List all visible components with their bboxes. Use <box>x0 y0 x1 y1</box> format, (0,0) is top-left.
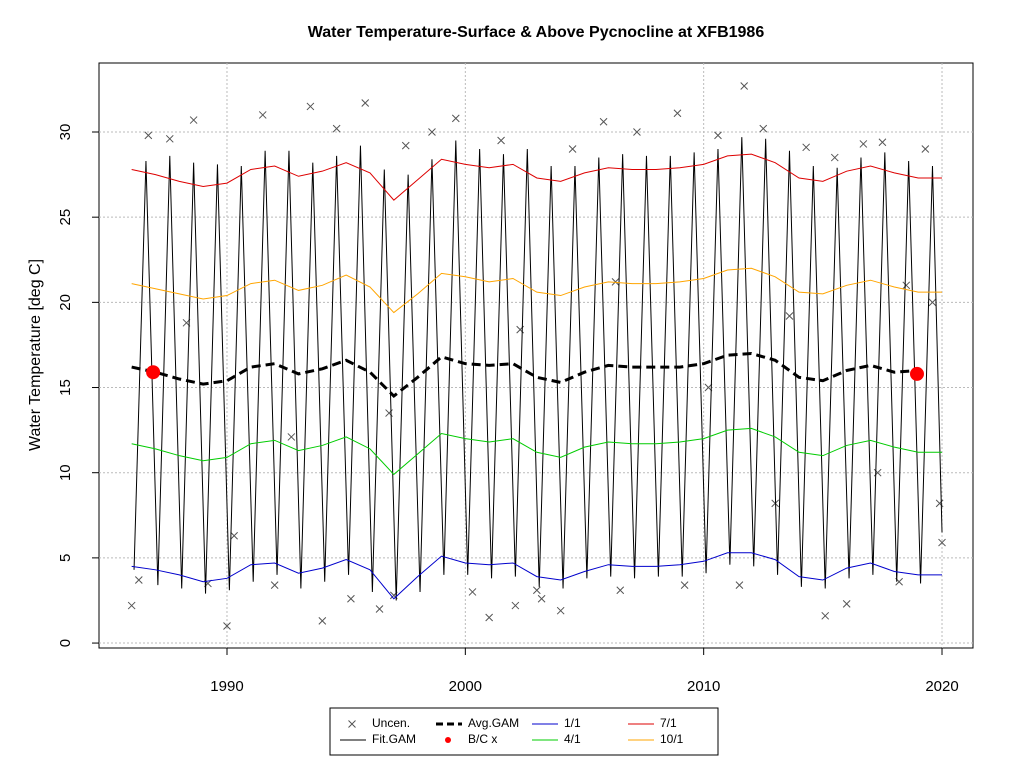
point <box>532 586 541 595</box>
point <box>740 82 749 90</box>
point <box>759 124 768 133</box>
point <box>361 99 370 107</box>
x-tick-label: 1990 <box>210 678 243 695</box>
x-tick-label: 2000 <box>449 678 482 695</box>
legend-box <box>329 707 719 756</box>
point <box>451 114 460 123</box>
point <box>902 281 911 290</box>
point <box>497 136 505 145</box>
point <box>878 138 887 147</box>
point <box>230 531 238 540</box>
point <box>306 102 315 111</box>
bc-point <box>146 365 161 380</box>
chart-title: Water Temperature-Surface & Above Pycnoc… <box>308 24 765 41</box>
point <box>511 601 520 610</box>
point <box>485 613 494 622</box>
point <box>375 605 384 613</box>
point <box>616 586 625 595</box>
y-tick-label: 15 <box>57 379 74 396</box>
legend-symbol <box>348 720 356 728</box>
point <box>935 499 944 508</box>
point <box>802 143 811 152</box>
series-line <box>131 427 943 476</box>
legend-label: 10/1 <box>660 732 684 746</box>
point <box>673 109 682 118</box>
point <box>144 131 153 140</box>
point <box>134 576 143 584</box>
series-line <box>131 153 943 201</box>
point <box>428 128 436 136</box>
point <box>258 111 267 119</box>
point <box>468 588 477 596</box>
legend-label: 7/1 <box>660 716 677 730</box>
point <box>599 117 608 126</box>
point <box>189 116 198 124</box>
legend-label: Uncen. <box>372 716 410 730</box>
point <box>785 312 794 320</box>
y-tick-label: 10 <box>57 464 74 481</box>
point <box>714 131 722 140</box>
point <box>680 581 689 589</box>
point <box>401 141 410 150</box>
legend-label: Avg.GAM <box>468 716 519 730</box>
y-tick-label: 0 <box>57 639 74 647</box>
x-tick-label: 2010 <box>687 678 720 695</box>
point <box>556 606 565 615</box>
series-line <box>133 137 943 601</box>
legend-label: B/C x <box>468 732 497 746</box>
point <box>127 601 136 610</box>
point <box>830 153 839 162</box>
point <box>332 124 341 133</box>
avg-line <box>131 351 919 399</box>
point <box>568 145 577 153</box>
point <box>928 298 937 307</box>
bc-point <box>909 366 924 381</box>
point <box>921 145 930 153</box>
y-axis-label: Water Temperature [deg C] <box>27 259 44 451</box>
point <box>270 581 279 589</box>
point <box>842 600 851 608</box>
legend-label: 1/1 <box>564 716 581 730</box>
legend-label: 4/1 <box>564 732 581 746</box>
series-line <box>131 552 943 600</box>
point <box>735 581 744 589</box>
point <box>287 433 296 441</box>
legend-label: Fit.GAM <box>372 732 416 746</box>
point <box>611 278 620 286</box>
y-tick-label: 20 <box>57 294 74 311</box>
y-tick-label: 30 <box>57 124 74 141</box>
point <box>821 611 830 620</box>
point <box>537 594 546 603</box>
point <box>633 128 641 136</box>
legend-symbol <box>445 737 451 743</box>
series-line <box>131 267 943 314</box>
x-tick-label: 2020 <box>925 678 958 695</box>
point <box>165 134 174 143</box>
point <box>318 617 327 625</box>
point <box>859 140 868 148</box>
point <box>347 594 355 603</box>
point <box>938 538 946 547</box>
y-tick-label: 25 <box>57 209 74 226</box>
y-tick-label: 5 <box>57 554 74 562</box>
point <box>223 622 231 630</box>
